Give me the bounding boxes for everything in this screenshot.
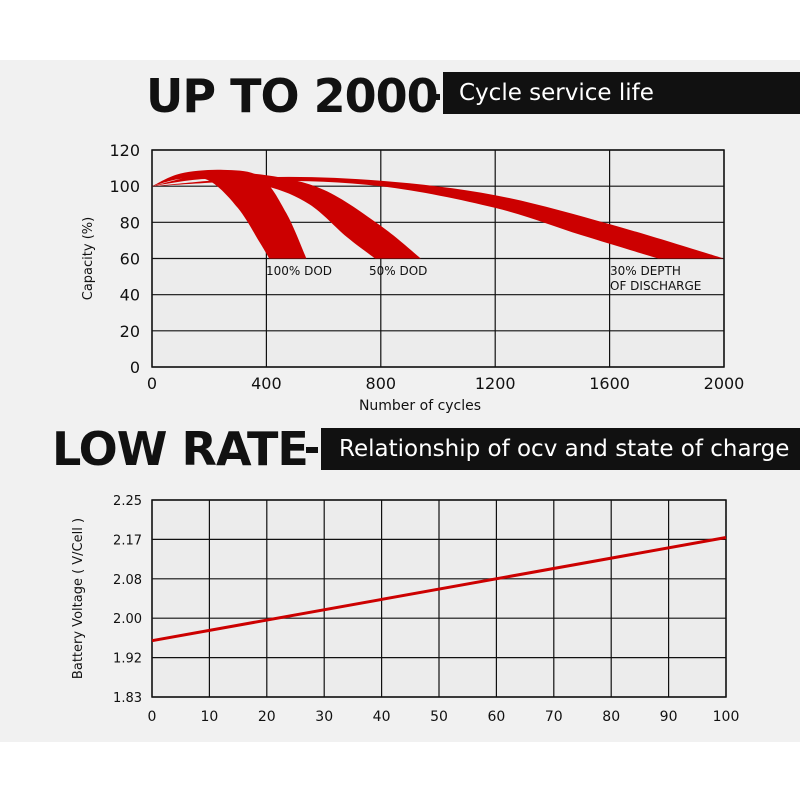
x-tick-label: 2000	[704, 374, 745, 393]
y-tick-label: 0	[130, 358, 140, 377]
headline-dash	[428, 94, 440, 100]
ocv-chart: 1.83 1.92 2.00 2.08 2.17 2.25 0 10 20 30 40 50 60 70 8…	[71, 494, 739, 725]
x-tick-label: 90	[660, 709, 678, 725]
y-tick-label: 60	[120, 250, 140, 269]
y-axis-title-2: Battery Voltage ( V/Cell )	[71, 518, 86, 679]
tag-label: Cycle service life	[459, 80, 654, 106]
y-tick-label: 2.00	[113, 612, 142, 627]
x-tick-label: 100	[713, 709, 740, 725]
x-axis-title: Number of cycles	[359, 398, 481, 414]
voltage-line	[151, 536, 727, 643]
plot-border-2	[151, 499, 727, 698]
x-tick-label: 80	[602, 709, 620, 725]
capacity-band-3	[152, 176, 724, 259]
x-tick-label: 800	[366, 374, 397, 393]
x-tick-label: 1600	[589, 374, 630, 393]
y-tick-label: 80	[120, 213, 140, 232]
tag-cycle-service-life: Cycle service life	[443, 72, 800, 114]
x-tick-label: 30	[315, 709, 333, 725]
series-label: 30% DEPTH	[610, 264, 681, 278]
y-axis-title: Capacity (%)	[81, 217, 96, 300]
series-label: 100% DOD	[266, 264, 332, 278]
series-label: 50% DOD	[369, 264, 427, 278]
y-tick-label: 1.92	[113, 652, 142, 667]
x-tick-label: 70	[545, 709, 563, 725]
tag-ocv-relationship: Relationship of ocv and state of charge	[321, 428, 800, 470]
series-label: OF DISCHARGE	[610, 279, 701, 293]
capacity-band-2	[152, 172, 421, 259]
x-tick-label: 20	[258, 709, 276, 725]
y-tick-label: 100	[109, 177, 140, 196]
y-tick-label: 40	[120, 286, 140, 305]
x-tick-label: 50	[430, 709, 448, 725]
x-tick-label: 400	[251, 374, 282, 393]
y-tick-label: 2.08	[113, 573, 142, 588]
headline-low-rate: LOW RATE	[52, 422, 309, 476]
y-tick-label: 2.17	[113, 533, 142, 548]
y-tick-label: 120	[109, 141, 140, 160]
x-tick-label: 0	[148, 709, 157, 725]
x-tick-label: 60	[487, 709, 505, 725]
x-tick-label: 40	[373, 709, 391, 725]
x-tick-label: 1200	[475, 374, 516, 393]
x-tick-label: 10	[200, 709, 218, 725]
y-tick-label: 2.25	[113, 494, 142, 509]
headline-cycle-life: UP TO 2000	[146, 69, 439, 123]
capacity-band-1	[152, 169, 307, 259]
tag-label-2: Relationship of ocv and state of charge	[339, 436, 790, 462]
y-tick-label: 20	[120, 322, 140, 341]
y-tick-label: 1.83	[113, 691, 142, 706]
x-tick-label: 0	[147, 374, 157, 393]
headline-dash-2	[306, 447, 318, 453]
